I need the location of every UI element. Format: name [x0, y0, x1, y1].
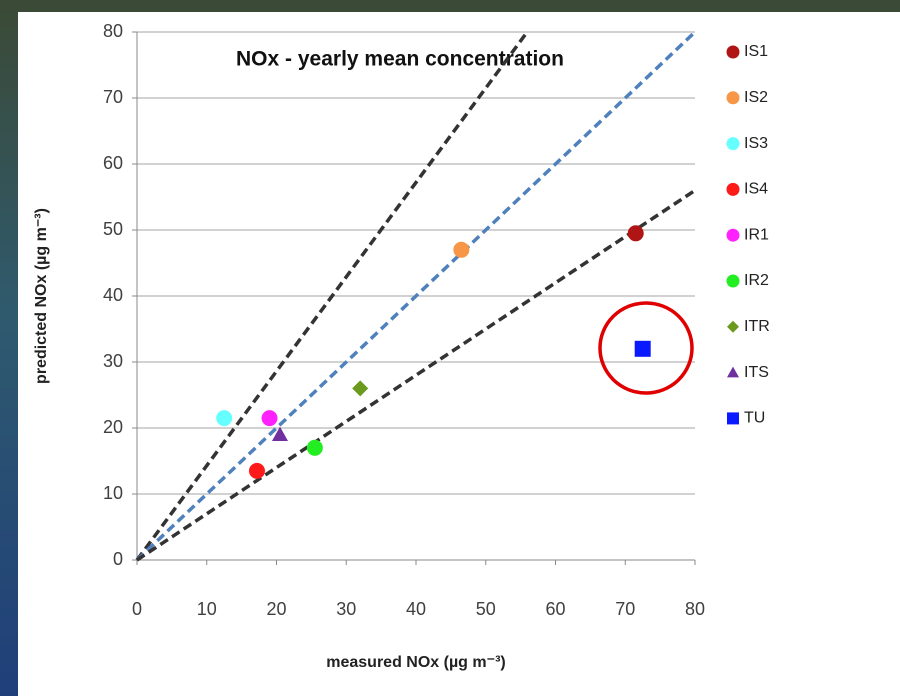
- data-point: [261, 410, 278, 427]
- legend-marker: [727, 320, 739, 333]
- legend-marker: [726, 137, 740, 151]
- y-tick-label: 70: [103, 87, 123, 107]
- data-point: [352, 380, 369, 397]
- data-point: [248, 462, 265, 479]
- x-tick-label: 70: [615, 599, 635, 619]
- y-axis-label: predicted NOx (µg m⁻³): [33, 208, 50, 384]
- x-tick-label: 40: [406, 599, 426, 619]
- legend-label: IS4: [744, 181, 768, 198]
- data-point: [271, 426, 288, 441]
- y-tick-label: 0: [113, 549, 123, 569]
- y-tick-label: 60: [103, 153, 123, 173]
- chart-title: NOx - yearly mean concentration: [236, 48, 564, 71]
- legend-label: IR1: [744, 226, 769, 243]
- legend-label: IR2: [744, 272, 769, 289]
- legend-marker: [726, 45, 740, 59]
- x-tick-label: 10: [197, 599, 217, 619]
- reference-line: [135, 30, 529, 562]
- y-tick-label: 40: [103, 285, 123, 305]
- x-tick-label: 0: [132, 599, 142, 619]
- x-tick-label: 80: [685, 599, 705, 619]
- highlight-circle: [598, 301, 694, 395]
- y-tick-label: 50: [103, 219, 123, 239]
- legend-marker: [727, 412, 739, 425]
- y-tick-label: 20: [103, 417, 123, 437]
- data-point: [453, 241, 470, 258]
- legend-label: IS1: [744, 43, 768, 60]
- x-tick-label: 20: [266, 599, 286, 619]
- x-axis-label: measured NOx (µg m⁻³): [326, 654, 505, 671]
- data-point: [634, 340, 651, 357]
- legend-marker: [726, 182, 740, 196]
- reference-line: [135, 30, 697, 562]
- x-tick-label: 50: [476, 599, 496, 619]
- legend-label: ITR: [744, 318, 770, 335]
- legend-marker: [726, 228, 740, 242]
- legend-label: ITS: [744, 364, 769, 381]
- data-point: [216, 410, 233, 427]
- data-point: [627, 225, 644, 242]
- data-point: [306, 439, 323, 456]
- legend-marker: [727, 366, 739, 378]
- y-tick-label: 30: [103, 351, 123, 371]
- legend-marker: [726, 91, 740, 105]
- y-tick-label: 10: [103, 483, 123, 503]
- legend-label: IS3: [744, 135, 768, 152]
- y-tick-label: 80: [103, 21, 123, 41]
- x-tick-label: 30: [336, 599, 356, 619]
- legend-label: TU: [744, 410, 765, 427]
- x-tick-label: 60: [545, 599, 565, 619]
- legend-label: IS2: [744, 89, 768, 106]
- legend-marker: [726, 274, 740, 288]
